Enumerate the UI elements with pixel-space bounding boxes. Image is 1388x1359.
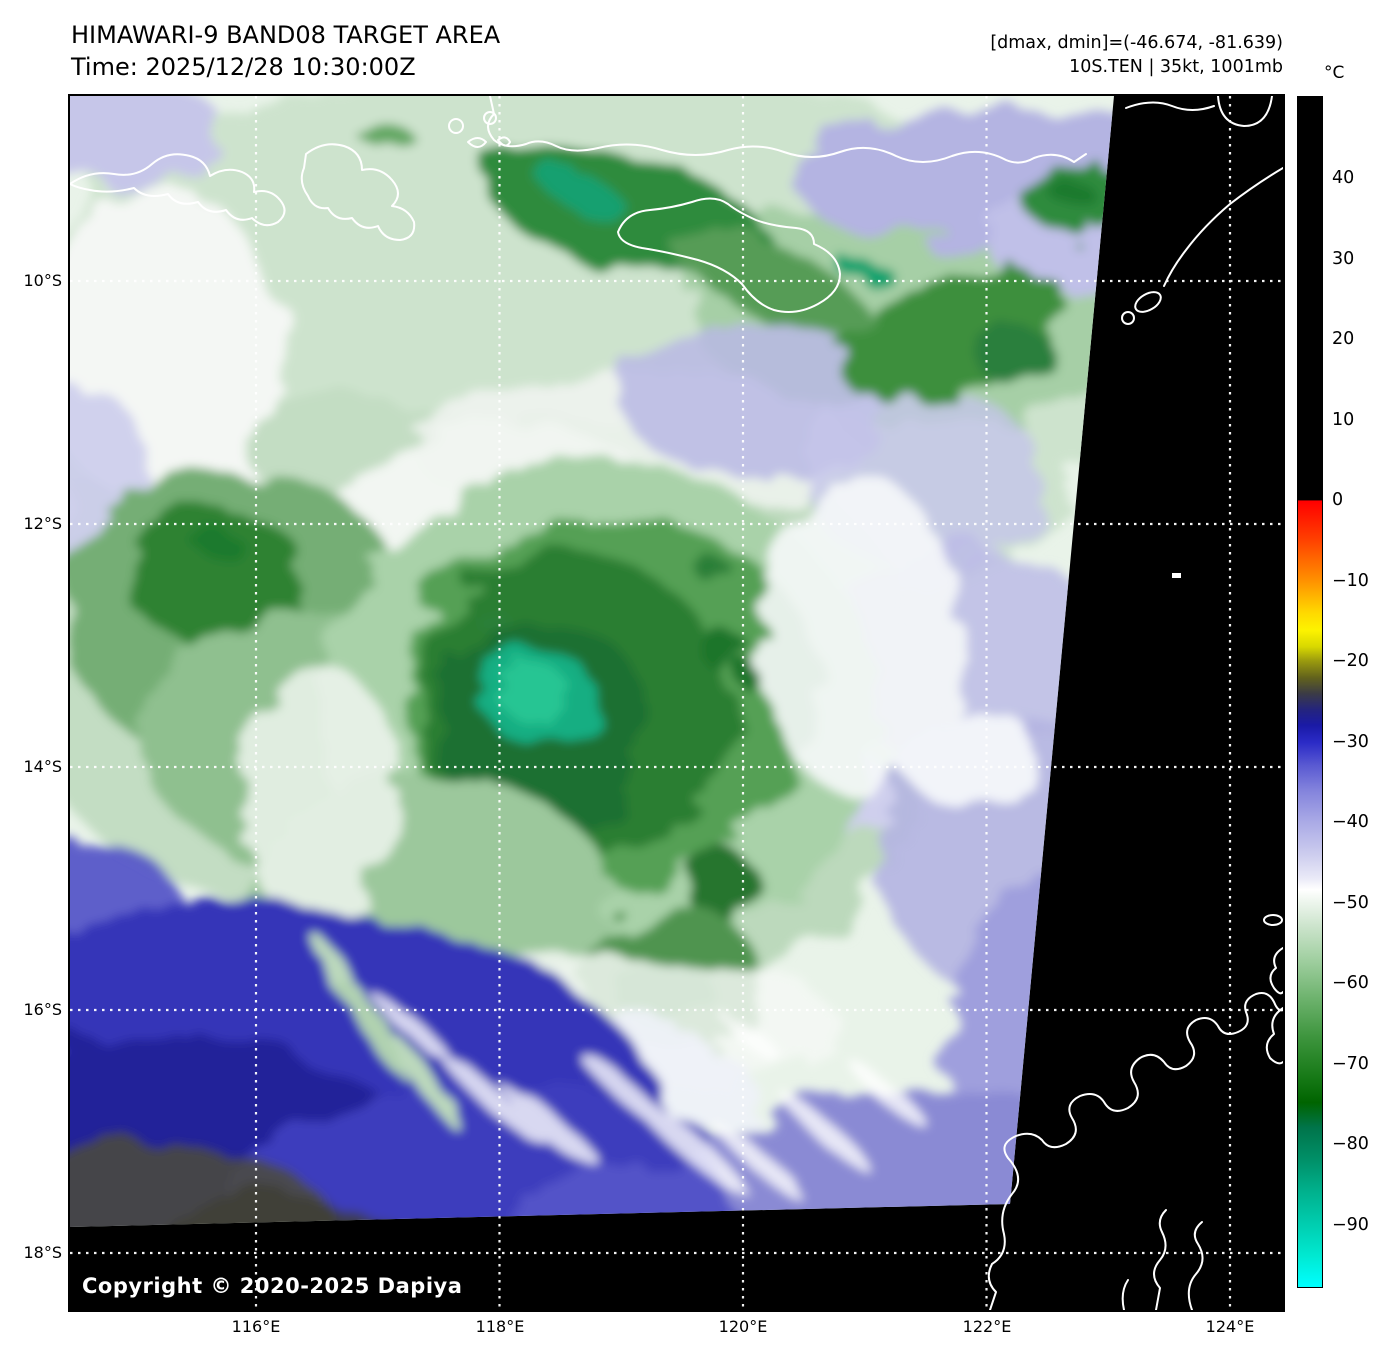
lon-axis-label: 122°E [962, 1317, 1012, 1336]
colorbar-tick-label: −50 [1332, 892, 1369, 913]
lat-axis-label: 18°S [23, 1243, 62, 1262]
colorbar-tick-label: −10 [1332, 570, 1369, 591]
lon-axis-label: 118°E [475, 1317, 525, 1336]
longitude-axis: 116°E 118°E 120°E 122°E 124°E [0, 1316, 1388, 1342]
storm-annotation: 10S.TEN | 35kt, 1001mb [1069, 57, 1283, 77]
lon-axis-label: 124°E [1205, 1317, 1255, 1336]
timestamp: Time: 2025/12/28 10:30:00Z [71, 53, 416, 81]
colorbar-tick-label: −60 [1332, 973, 1369, 993]
latitude-axis: 10°S 12°S 14°S 16°S 18°S [0, 0, 62, 1359]
lon-axis-label: 120°E [718, 1317, 768, 1336]
swath-imagery [70, 96, 1114, 1227]
copyright-watermark: Copyright © 2020-2025 Dapiya [82, 1274, 463, 1298]
page-title: HIMAWARI-9 BAND08 TARGET AREA [71, 21, 501, 49]
temperature-colorbar [1297, 96, 1323, 1288]
lat-axis-label: 14°S [23, 757, 62, 776]
colorbar-tick-label: −20 [1332, 651, 1369, 671]
lat-axis-label: 10°S [23, 271, 62, 290]
colorbar-tick-label: 40 [1332, 168, 1355, 188]
colorbar-tick-label: −80 [1332, 1134, 1369, 1154]
satellite-map: Copyright © 2020-2025 Dapiya [68, 94, 1285, 1312]
coastlines [69, 95, 1284, 1311]
colorbar-unit-label: °C [1324, 63, 1345, 83]
colorbar-tick-label: 30 [1332, 248, 1355, 269]
colorbar-tick-labels: 40 30 20 10 0 −10 −20 −30 −40 −50 −60 −70 −80 −90 [1332, 96, 1386, 1288]
graticule-grid [70, 96, 1283, 1310]
colorbar-tick-label: −70 [1332, 1053, 1369, 1074]
lat-axis-label: 16°S [23, 1000, 62, 1019]
colorbar-tick-label: 10 [1332, 409, 1355, 430]
colorbar-tick-label: −40 [1332, 812, 1369, 832]
dmax-dmin-annotation: [dmax, dmin]=(-46.674, -81.639) [990, 33, 1283, 53]
colorbar-tick-label: 0 [1332, 490, 1344, 510]
satellite-imagery [69, 95, 1284, 1311]
colorbar-tick-label: 20 [1332, 329, 1355, 349]
colorbar-tick-label: −30 [1332, 731, 1369, 752]
lon-axis-label: 116°E [231, 1317, 281, 1336]
colorbar-tick-label: −90 [1332, 1214, 1369, 1235]
lat-axis-label: 12°S [23, 514, 62, 533]
